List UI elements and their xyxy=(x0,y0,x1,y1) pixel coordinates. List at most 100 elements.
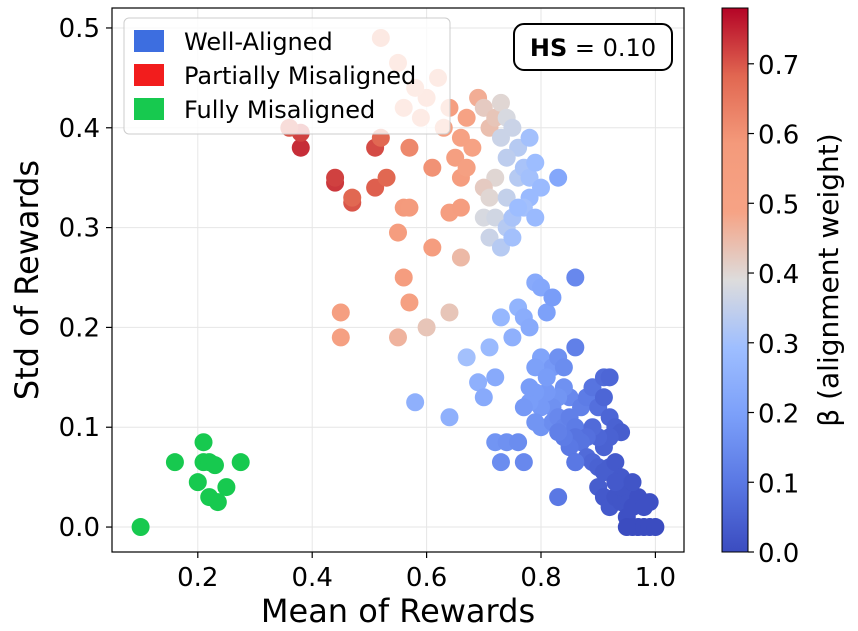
data-point-beta xyxy=(526,413,545,432)
data-point-beta xyxy=(491,308,510,327)
data-point-beta xyxy=(400,138,419,157)
data-point-beta xyxy=(503,118,522,137)
data-point-beta xyxy=(526,153,545,172)
x-tick-label: 0.2 xyxy=(177,563,218,593)
colorbar: 0.0 0.1 0.2 0.3 0.4 0.5 0.6 0.7 β (alignment we… xyxy=(721,7,845,569)
y-tick-label: 0.0 xyxy=(59,513,100,543)
data-point-beta xyxy=(566,338,585,357)
data-point-beta xyxy=(474,388,493,407)
legend-label-partially-misaligned: Partially Misaligned xyxy=(184,62,416,90)
data-point-beta xyxy=(549,168,568,187)
data-point-beta xyxy=(480,338,499,357)
x-tick-label: 1.0 xyxy=(635,563,676,593)
data-point-beta xyxy=(549,423,568,442)
data-point-beta xyxy=(291,138,310,157)
data-point-beta xyxy=(451,198,470,217)
data-point-beta xyxy=(554,358,573,377)
data-point-beta xyxy=(417,318,436,337)
data-point-fully-misaligned xyxy=(208,493,227,512)
colorbar-tick-label: 0.3 xyxy=(758,330,799,360)
data-point-fully-misaligned xyxy=(188,473,207,492)
data-point-beta xyxy=(503,328,522,347)
data-point-beta xyxy=(566,453,585,472)
x-tick-label: 0.8 xyxy=(520,563,561,593)
data-point-beta xyxy=(594,388,613,407)
data-point-beta xyxy=(509,198,528,217)
data-point-beta xyxy=(537,368,556,387)
data-point-beta xyxy=(566,268,585,287)
colorbar-tick-label: 0.4 xyxy=(758,260,799,290)
data-point-fully-misaligned xyxy=(165,453,184,472)
data-point-beta xyxy=(520,318,539,337)
y-tick-label: 0.2 xyxy=(59,313,100,343)
colorbar-tick-label: 0.6 xyxy=(758,121,799,151)
data-point-beta xyxy=(326,168,345,187)
data-point-beta xyxy=(606,473,625,492)
data-point-beta xyxy=(377,168,396,187)
data-point-fully-misaligned xyxy=(131,518,150,537)
colorbar-tick-label: 0.7 xyxy=(758,51,799,81)
data-point-fully-misaligned xyxy=(231,453,250,472)
data-point-fully-misaligned xyxy=(194,433,213,452)
legend-box xyxy=(123,17,451,135)
colorbar-tick-label: 0.2 xyxy=(758,400,799,430)
data-point-beta xyxy=(440,303,459,322)
data-point-beta xyxy=(537,303,556,322)
colorbar-gradient xyxy=(721,7,749,553)
data-point-beta xyxy=(646,518,665,537)
data-point-beta xyxy=(480,188,499,207)
legend-label-fully-misaligned: Fully Misaligned xyxy=(184,96,375,124)
x-axis-label: Mean of Rewards xyxy=(261,592,535,630)
y-axis: 0.0 0.1 0.2 0.3 0.4 0.5 xyxy=(59,14,112,543)
data-point-beta xyxy=(423,238,442,257)
data-point-beta xyxy=(451,128,470,147)
data-point-beta xyxy=(520,378,539,397)
data-point-beta xyxy=(520,128,539,147)
data-points xyxy=(131,28,665,537)
data-point-fully-misaligned xyxy=(205,456,224,475)
data-point-beta xyxy=(451,248,470,267)
legend-swatch-partially-misaligned xyxy=(134,64,164,86)
x-axis: 0.2 0.4 0.6 0.8 1.0 xyxy=(177,552,676,593)
data-point-beta xyxy=(623,473,642,492)
data-point-beta xyxy=(331,303,350,322)
x-tick-label: 0.6 xyxy=(406,563,447,593)
legend: Well-Aligned Partially Misaligned Fully … xyxy=(123,17,451,135)
data-point-beta xyxy=(514,453,533,472)
data-point-beta xyxy=(389,328,407,347)
y-axis-label: Std of Rewards xyxy=(8,160,46,400)
colorbar-ticks: 0.0 0.1 0.2 0.3 0.4 0.5 0.6 0.7 xyxy=(748,51,799,569)
data-point-beta xyxy=(389,223,407,242)
data-point-beta xyxy=(343,188,362,207)
data-point-beta xyxy=(491,93,510,112)
data-point-beta xyxy=(606,453,625,472)
y-tick-label: 0.5 xyxy=(59,14,100,44)
data-point-beta xyxy=(600,368,619,387)
data-point-beta xyxy=(400,198,419,217)
data-point-fully-misaligned xyxy=(217,478,236,497)
data-point-beta xyxy=(486,368,505,387)
colorbar-tick-label: 0.5 xyxy=(758,190,799,220)
hs-annotation-box xyxy=(513,23,673,71)
data-point-beta xyxy=(469,373,488,392)
data-point-beta xyxy=(543,288,562,307)
data-point-beta xyxy=(509,433,528,452)
data-point-beta xyxy=(617,518,636,537)
legend-swatch-fully-misaligned xyxy=(134,98,164,120)
data-point-beta xyxy=(457,348,476,367)
colorbar-tick-label: 0.0 xyxy=(758,539,799,569)
data-point-beta xyxy=(457,158,476,177)
data-point-beta xyxy=(514,398,533,417)
data-point-beta xyxy=(503,228,522,247)
data-point-beta xyxy=(394,268,413,287)
data-point-beta xyxy=(549,488,568,507)
hs-annotation: HS = 0.10 xyxy=(513,23,673,71)
colorbar-tick-label: 0.1 xyxy=(758,469,799,499)
data-point-beta xyxy=(640,493,659,512)
legend-label-well-aligned: Well-Aligned xyxy=(184,28,333,56)
data-point-beta xyxy=(406,393,425,412)
data-point-beta xyxy=(400,293,419,312)
x-tick-label: 0.4 xyxy=(292,563,333,593)
y-tick-label: 0.1 xyxy=(59,413,100,443)
